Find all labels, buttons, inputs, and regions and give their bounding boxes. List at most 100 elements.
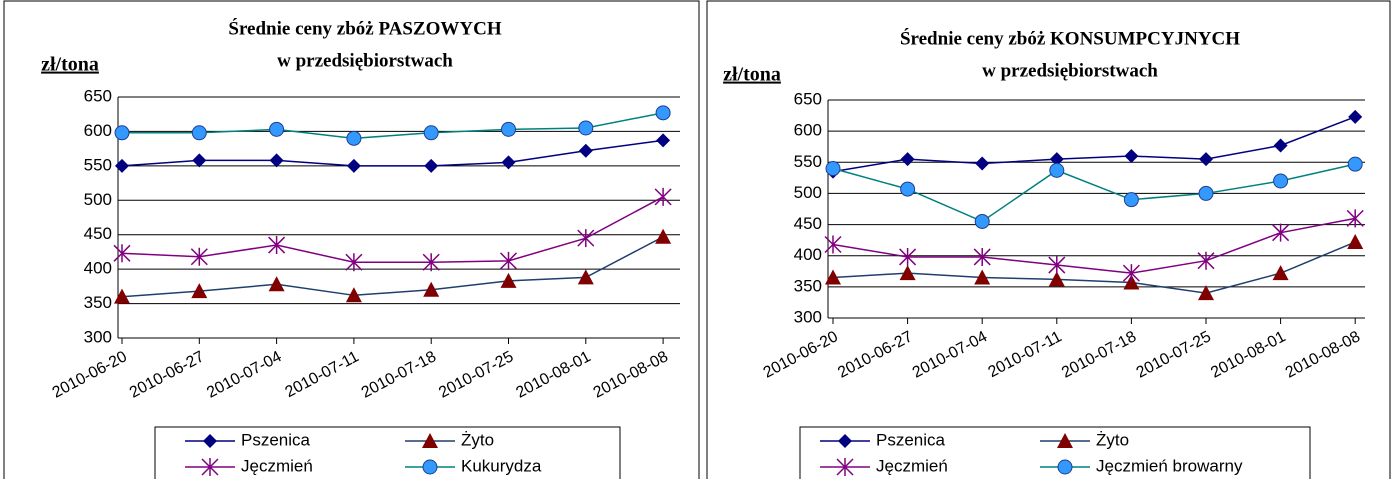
legend-item: Żyto (1040, 430, 1129, 449)
legend-item: Pszenica (820, 430, 946, 449)
marker (1273, 138, 1288, 153)
x-tick-label: 2010-07-04 (910, 328, 990, 381)
legend-item: Żyto (405, 430, 494, 449)
series-line (832, 241, 1356, 294)
marker (424, 158, 439, 173)
marker (190, 247, 208, 266)
legend-box (154, 426, 621, 479)
y-tick-label: 500 (794, 183, 822, 202)
legend-label: Pszenica (876, 430, 946, 449)
marker (577, 269, 594, 285)
x-tick-label: 2010-07-04 (204, 348, 284, 401)
y-tick-label: 300 (84, 327, 112, 346)
legend-item: Kukurydza (405, 456, 542, 475)
marker (201, 458, 219, 476)
marker (192, 153, 207, 168)
legend-item: Jęczmień browarny (1040, 456, 1243, 475)
marker (578, 120, 594, 136)
series-line (121, 236, 664, 298)
legend-label: Jęczmień browarny (1096, 456, 1243, 475)
x-tick-label: 2010-06-20 (761, 328, 841, 381)
marker (824, 235, 842, 254)
series-line (122, 112, 664, 140)
marker (838, 434, 852, 448)
marker (656, 133, 671, 148)
marker (836, 458, 854, 476)
x-tick-label: 2010-08-01 (1208, 328, 1288, 381)
marker (1049, 162, 1065, 178)
marker (1057, 433, 1073, 448)
x-tick-label: 2010-07-25 (1134, 328, 1214, 381)
marker (1273, 173, 1289, 189)
marker (501, 155, 516, 170)
legend-item: Jęczmień (820, 456, 948, 476)
marker (191, 283, 208, 299)
marker (655, 105, 671, 121)
x-tick-label: 2010-08-08 (1283, 328, 1363, 381)
series-line (832, 116, 1356, 173)
x-tick-label: 2010-06-20 (50, 348, 130, 401)
marker (346, 130, 362, 146)
x-tick-label: 2010-08-08 (591, 348, 671, 401)
marker (577, 229, 595, 248)
marker (1048, 256, 1066, 275)
x-tick-label: 2010-07-11 (985, 328, 1064, 381)
marker (900, 181, 916, 197)
legend-box (799, 426, 1311, 479)
marker (1049, 152, 1064, 167)
y-tick-label: 350 (794, 276, 822, 295)
marker (1346, 209, 1364, 228)
y-tick-label: 300 (794, 307, 822, 326)
y-axis-label: zł/tona (723, 64, 781, 86)
legend-item: Pszenica (185, 430, 311, 449)
marker (1272, 223, 1290, 242)
marker (113, 244, 131, 263)
legend-label: Jęczmień (241, 456, 313, 475)
marker (1198, 285, 1214, 301)
marker (899, 247, 917, 266)
marker (422, 253, 440, 272)
marker (423, 281, 440, 297)
chart-subtitle: w przedsiębiorstwach (277, 50, 453, 71)
series (824, 209, 1364, 283)
chart-title: Średnie ceny zbóż KONSUMPCYJNYCH (900, 27, 1240, 49)
marker (1199, 152, 1213, 167)
marker (423, 125, 439, 141)
y-tick-label: 450 (84, 224, 112, 243)
x-tick-label: 2010-08-01 (513, 348, 593, 401)
marker (499, 251, 518, 270)
marker (825, 161, 841, 177)
marker (1272, 265, 1289, 281)
marker (578, 143, 593, 158)
chart-subtitle: w przedsiębiorstwach (982, 60, 1158, 81)
series-line (832, 163, 1356, 223)
marker (422, 433, 438, 448)
marker (115, 158, 129, 173)
marker (655, 228, 672, 244)
y-tick-label: 550 (794, 152, 822, 171)
marker (114, 125, 130, 141)
y-tick-label: 500 (84, 190, 112, 209)
legend-label: Pszenica (241, 430, 311, 449)
x-tick-label: 2010-07-25 (436, 348, 516, 401)
series (113, 187, 672, 272)
marker (974, 213, 990, 229)
y-tick-label: 400 (794, 245, 822, 264)
marker (500, 272, 517, 288)
legend-label: Żyto (1096, 430, 1129, 449)
marker (654, 187, 672, 206)
marker (1124, 149, 1139, 164)
marker (346, 158, 361, 173)
series (825, 234, 1364, 301)
y-tick-label: 600 (794, 121, 822, 140)
marker (973, 247, 991, 266)
marker (114, 288, 130, 304)
marker (269, 121, 285, 137)
x-tick-label: 2010-07-18 (359, 348, 439, 401)
y-tick-label: 550 (84, 155, 112, 174)
marker (1123, 192, 1139, 208)
marker (1122, 264, 1140, 283)
marker (825, 269, 841, 285)
marker (1348, 109, 1363, 124)
